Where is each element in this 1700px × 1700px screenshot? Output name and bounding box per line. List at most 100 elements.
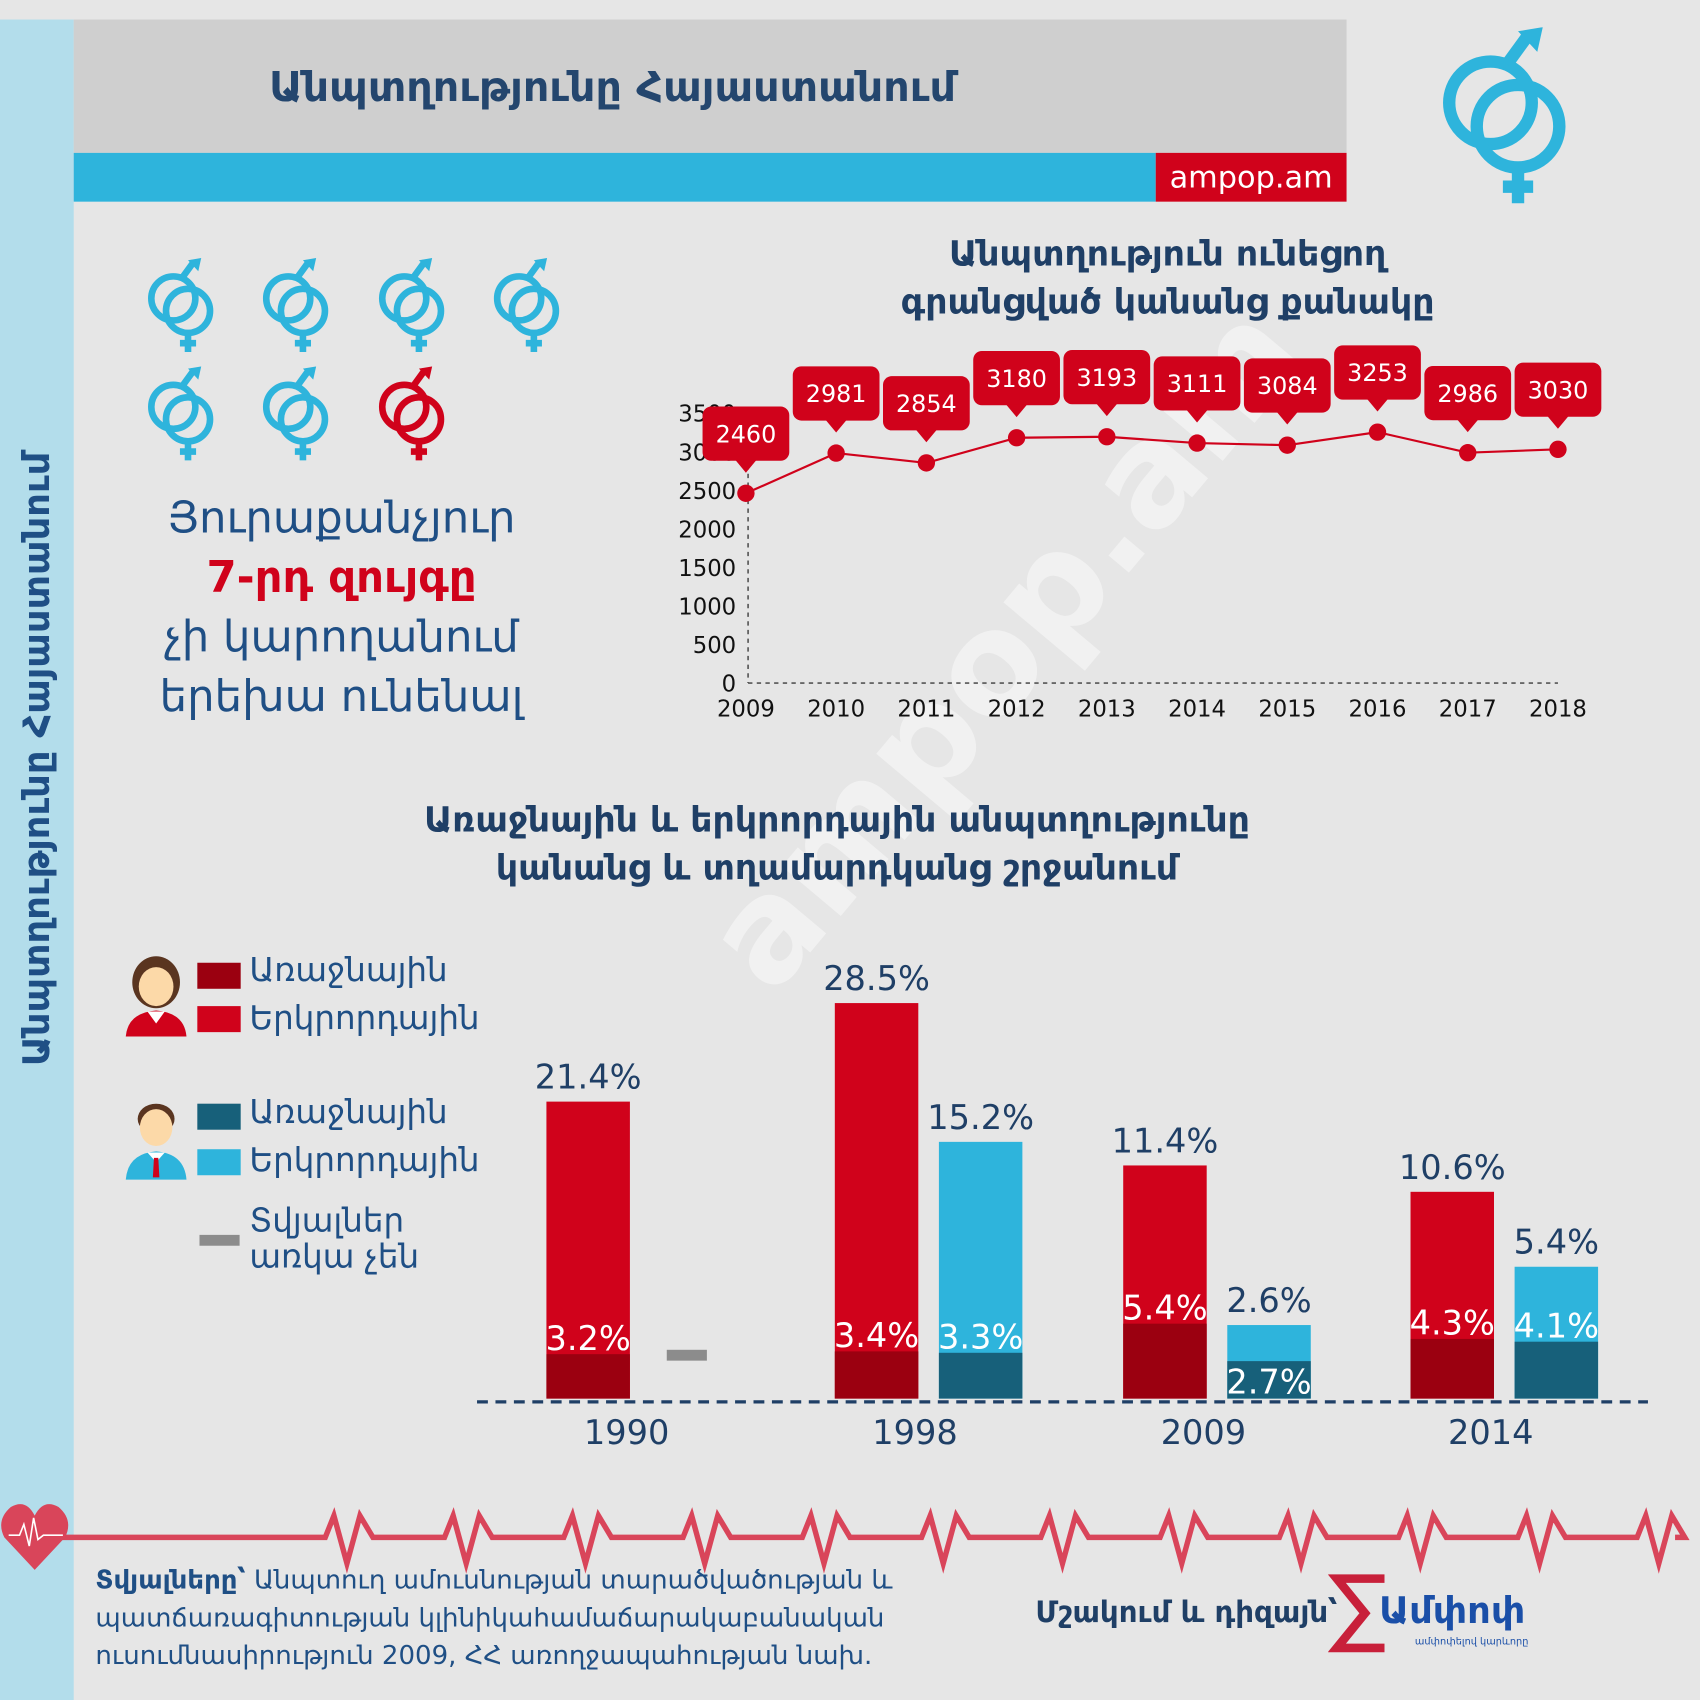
bar-secondary	[834, 1003, 919, 1399]
left-text-4: երեխա ունենալ	[159, 672, 524, 723]
data-point	[917, 454, 936, 472]
man-avatar-icon	[125, 1103, 187, 1180]
data-point	[1549, 440, 1567, 458]
y-tick-label: 500	[693, 633, 736, 659]
y-tick-label: 2500	[678, 479, 736, 505]
x-tick-label: 2014	[1168, 697, 1226, 723]
bar-primary	[834, 1351, 919, 1399]
bar-primary	[546, 1354, 630, 1399]
legend-swatch-female-primary	[197, 962, 241, 989]
data-callout	[973, 351, 1060, 406]
bar-primary	[1514, 1341, 1599, 1399]
data-callout-pointer	[1186, 409, 1208, 423]
bar-primary	[1123, 1323, 1207, 1399]
bar-label-secondary: 5.4%	[1514, 1223, 1599, 1262]
y-tick-label: 1000	[678, 595, 736, 621]
legend-male-secondary: Երկրորդային	[249, 1141, 480, 1180]
bar-label-primary: 3.4%	[834, 1316, 919, 1355]
legend-swatch-no-data	[199, 1234, 240, 1246]
x-tick-label: 2015	[1258, 697, 1316, 723]
data-point	[1188, 434, 1206, 452]
woman-avatar-icon	[125, 956, 187, 1037]
data-callout-pointer	[1366, 398, 1389, 412]
data-point	[827, 444, 845, 462]
bar-chart-title: Առաջնային և երկրորդային անպտղությունը կա…	[403, 796, 1270, 891]
bar-label-primary: 3.3%	[938, 1317, 1023, 1356]
bar-chart: 1990 21.4% 3.2% 1998 28.5% 3.4% 15.2% 3.3% 2009 1…	[477, 959, 1648, 1452]
data-label: 3180	[986, 365, 1047, 393]
bar-primary	[1410, 1338, 1494, 1399]
data-callout-pointer	[1547, 415, 1569, 429]
data-callout	[1514, 362, 1602, 417]
bar-label-primary: 4.1%	[1514, 1306, 1599, 1345]
source-label: Տվյալները՝	[95, 1564, 246, 1595]
legend-no-data: Տվյալներ առկա չեն	[249, 1203, 419, 1275]
data-label: 2981	[806, 380, 867, 408]
data-callout-pointer	[735, 459, 757, 473]
x-tick-label: 2018	[1529, 697, 1587, 723]
category-label: 2014	[1448, 1413, 1534, 1452]
data-label: 3253	[1347, 359, 1408, 387]
data-label: 2460	[716, 420, 777, 448]
data-callout	[1424, 365, 1512, 421]
data-callout-pointer	[1005, 404, 1028, 418]
legend-female-primary: Առաջնային	[249, 951, 448, 990]
data-callout	[792, 366, 880, 421]
data-callout	[702, 406, 790, 461]
data-point	[737, 484, 755, 502]
heartbeat-line	[1, 1504, 1690, 1574]
bar-label-primary: 2.7%	[1226, 1363, 1311, 1402]
data-callout-pointer	[915, 429, 938, 443]
data-point	[1098, 428, 1116, 446]
x-tick-label: 2009	[717, 697, 775, 723]
bar-chart-title-1: Առաջնային և երկրորդային անպտղությունը	[424, 799, 1250, 841]
data-label: 3111	[1167, 370, 1228, 398]
logo-tagline: ամփոփելով կարևորը	[1414, 1637, 1529, 1648]
sidebar	[0, 19, 74, 1700]
category-label: 1990	[584, 1413, 670, 1452]
bar-label-secondary: 28.5%	[823, 959, 930, 998]
category-label: 1998	[872, 1413, 958, 1452]
bar-label-secondary: 15.2%	[927, 1098, 1034, 1137]
bar-label-secondary: 21.4%	[535, 1058, 642, 1097]
data-point	[1278, 436, 1296, 454]
data-label: 3030	[1528, 376, 1589, 404]
data-label: 2986	[1437, 380, 1498, 408]
x-tick-label: 2012	[988, 697, 1046, 723]
data-label: 3084	[1257, 372, 1318, 400]
line-chart: 0500100015002000250030003500200920102011…	[678, 345, 1602, 723]
source-note: Տվյալները՝ Անպտուղ ամուսնության տարածված…	[95, 1561, 984, 1675]
y-tick-label: 2000	[678, 517, 736, 543]
bar-label-secondary: 10.6%	[1399, 1148, 1506, 1187]
data-point	[1368, 423, 1387, 441]
header: Անպտղությունը Հայաստանում	[73, 19, 1347, 153]
y-tick-label: 1500	[678, 556, 736, 582]
category-label: 2009	[1161, 1413, 1247, 1452]
line-chart-title-2: գրանցված կանանց քանակը	[900, 280, 1435, 323]
bar-label-primary: 4.3%	[1410, 1304, 1495, 1343]
logo-text: Ամփոփ	[1379, 1589, 1526, 1633]
source-text: Անպտուղ ամուսնության տարածվածության և պա…	[95, 1564, 893, 1671]
left-text-highlight: 7-րդ զույգը	[206, 552, 477, 603]
bar-primary	[938, 1352, 1023, 1399]
legend-female-secondary: Երկրորդային	[249, 999, 480, 1038]
bar-secondary	[546, 1101, 630, 1399]
bar-label-primary: 5.4%	[1122, 1288, 1207, 1327]
data-callout-pointer	[1276, 411, 1299, 425]
x-tick-label: 2017	[1439, 697, 1497, 723]
data-label: 3193	[1076, 364, 1137, 392]
legend-swatch-female-secondary	[197, 1006, 241, 1033]
data-callout-pointer	[1095, 403, 1118, 417]
legend-male-primary: Առաջնային	[249, 1093, 448, 1132]
data-callout-pointer	[1456, 419, 1479, 433]
bar-primary	[1227, 1361, 1311, 1399]
header-band	[73, 152, 1156, 202]
site-link[interactable]: ampop.am	[1155, 152, 1347, 202]
amphop-logo[interactable]	[1328, 1574, 1534, 1655]
x-tick-label: 2011	[897, 697, 955, 723]
bar-chart-title-2: կանանց և տղամարդկանց շրջանում	[495, 846, 1179, 888]
data-point	[1007, 429, 1026, 447]
legend-no-data-1: Տվյալներ	[249, 1202, 405, 1241]
legend-swatch-male-secondary	[197, 1149, 241, 1176]
